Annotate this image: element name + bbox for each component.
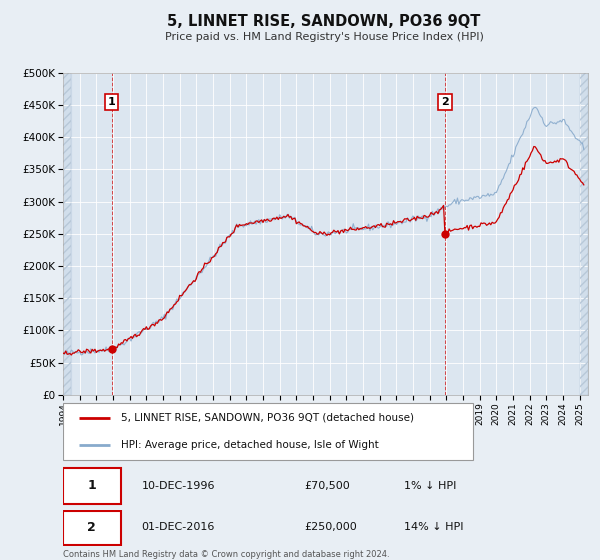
Text: HPI: Average price, detached house, Isle of Wight: HPI: Average price, detached house, Isle…	[121, 440, 379, 450]
Text: 14% ↓ HPI: 14% ↓ HPI	[404, 522, 464, 532]
FancyBboxPatch shape	[63, 511, 121, 544]
Text: 1% ↓ HPI: 1% ↓ HPI	[404, 481, 457, 491]
Text: 5, LINNET RISE, SANDOWN, PO36 9QT (detached house): 5, LINNET RISE, SANDOWN, PO36 9QT (detac…	[121, 413, 414, 423]
Text: 01-DEC-2016: 01-DEC-2016	[142, 522, 215, 532]
Text: Price paid vs. HM Land Registry's House Price Index (HPI): Price paid vs. HM Land Registry's House …	[164, 32, 484, 43]
Text: 5, LINNET RISE, SANDOWN, PO36 9QT: 5, LINNET RISE, SANDOWN, PO36 9QT	[167, 14, 481, 29]
Text: 1: 1	[108, 97, 116, 107]
FancyBboxPatch shape	[63, 403, 473, 460]
Text: 10-DEC-1996: 10-DEC-1996	[142, 481, 215, 491]
FancyBboxPatch shape	[63, 468, 121, 504]
Text: 1: 1	[88, 479, 96, 492]
Text: Contains HM Land Registry data © Crown copyright and database right 2024.
This d: Contains HM Land Registry data © Crown c…	[63, 550, 389, 560]
Text: 2: 2	[88, 521, 96, 534]
Text: 2: 2	[441, 97, 449, 107]
Text: £70,500: £70,500	[305, 481, 350, 491]
Text: £250,000: £250,000	[305, 522, 357, 532]
